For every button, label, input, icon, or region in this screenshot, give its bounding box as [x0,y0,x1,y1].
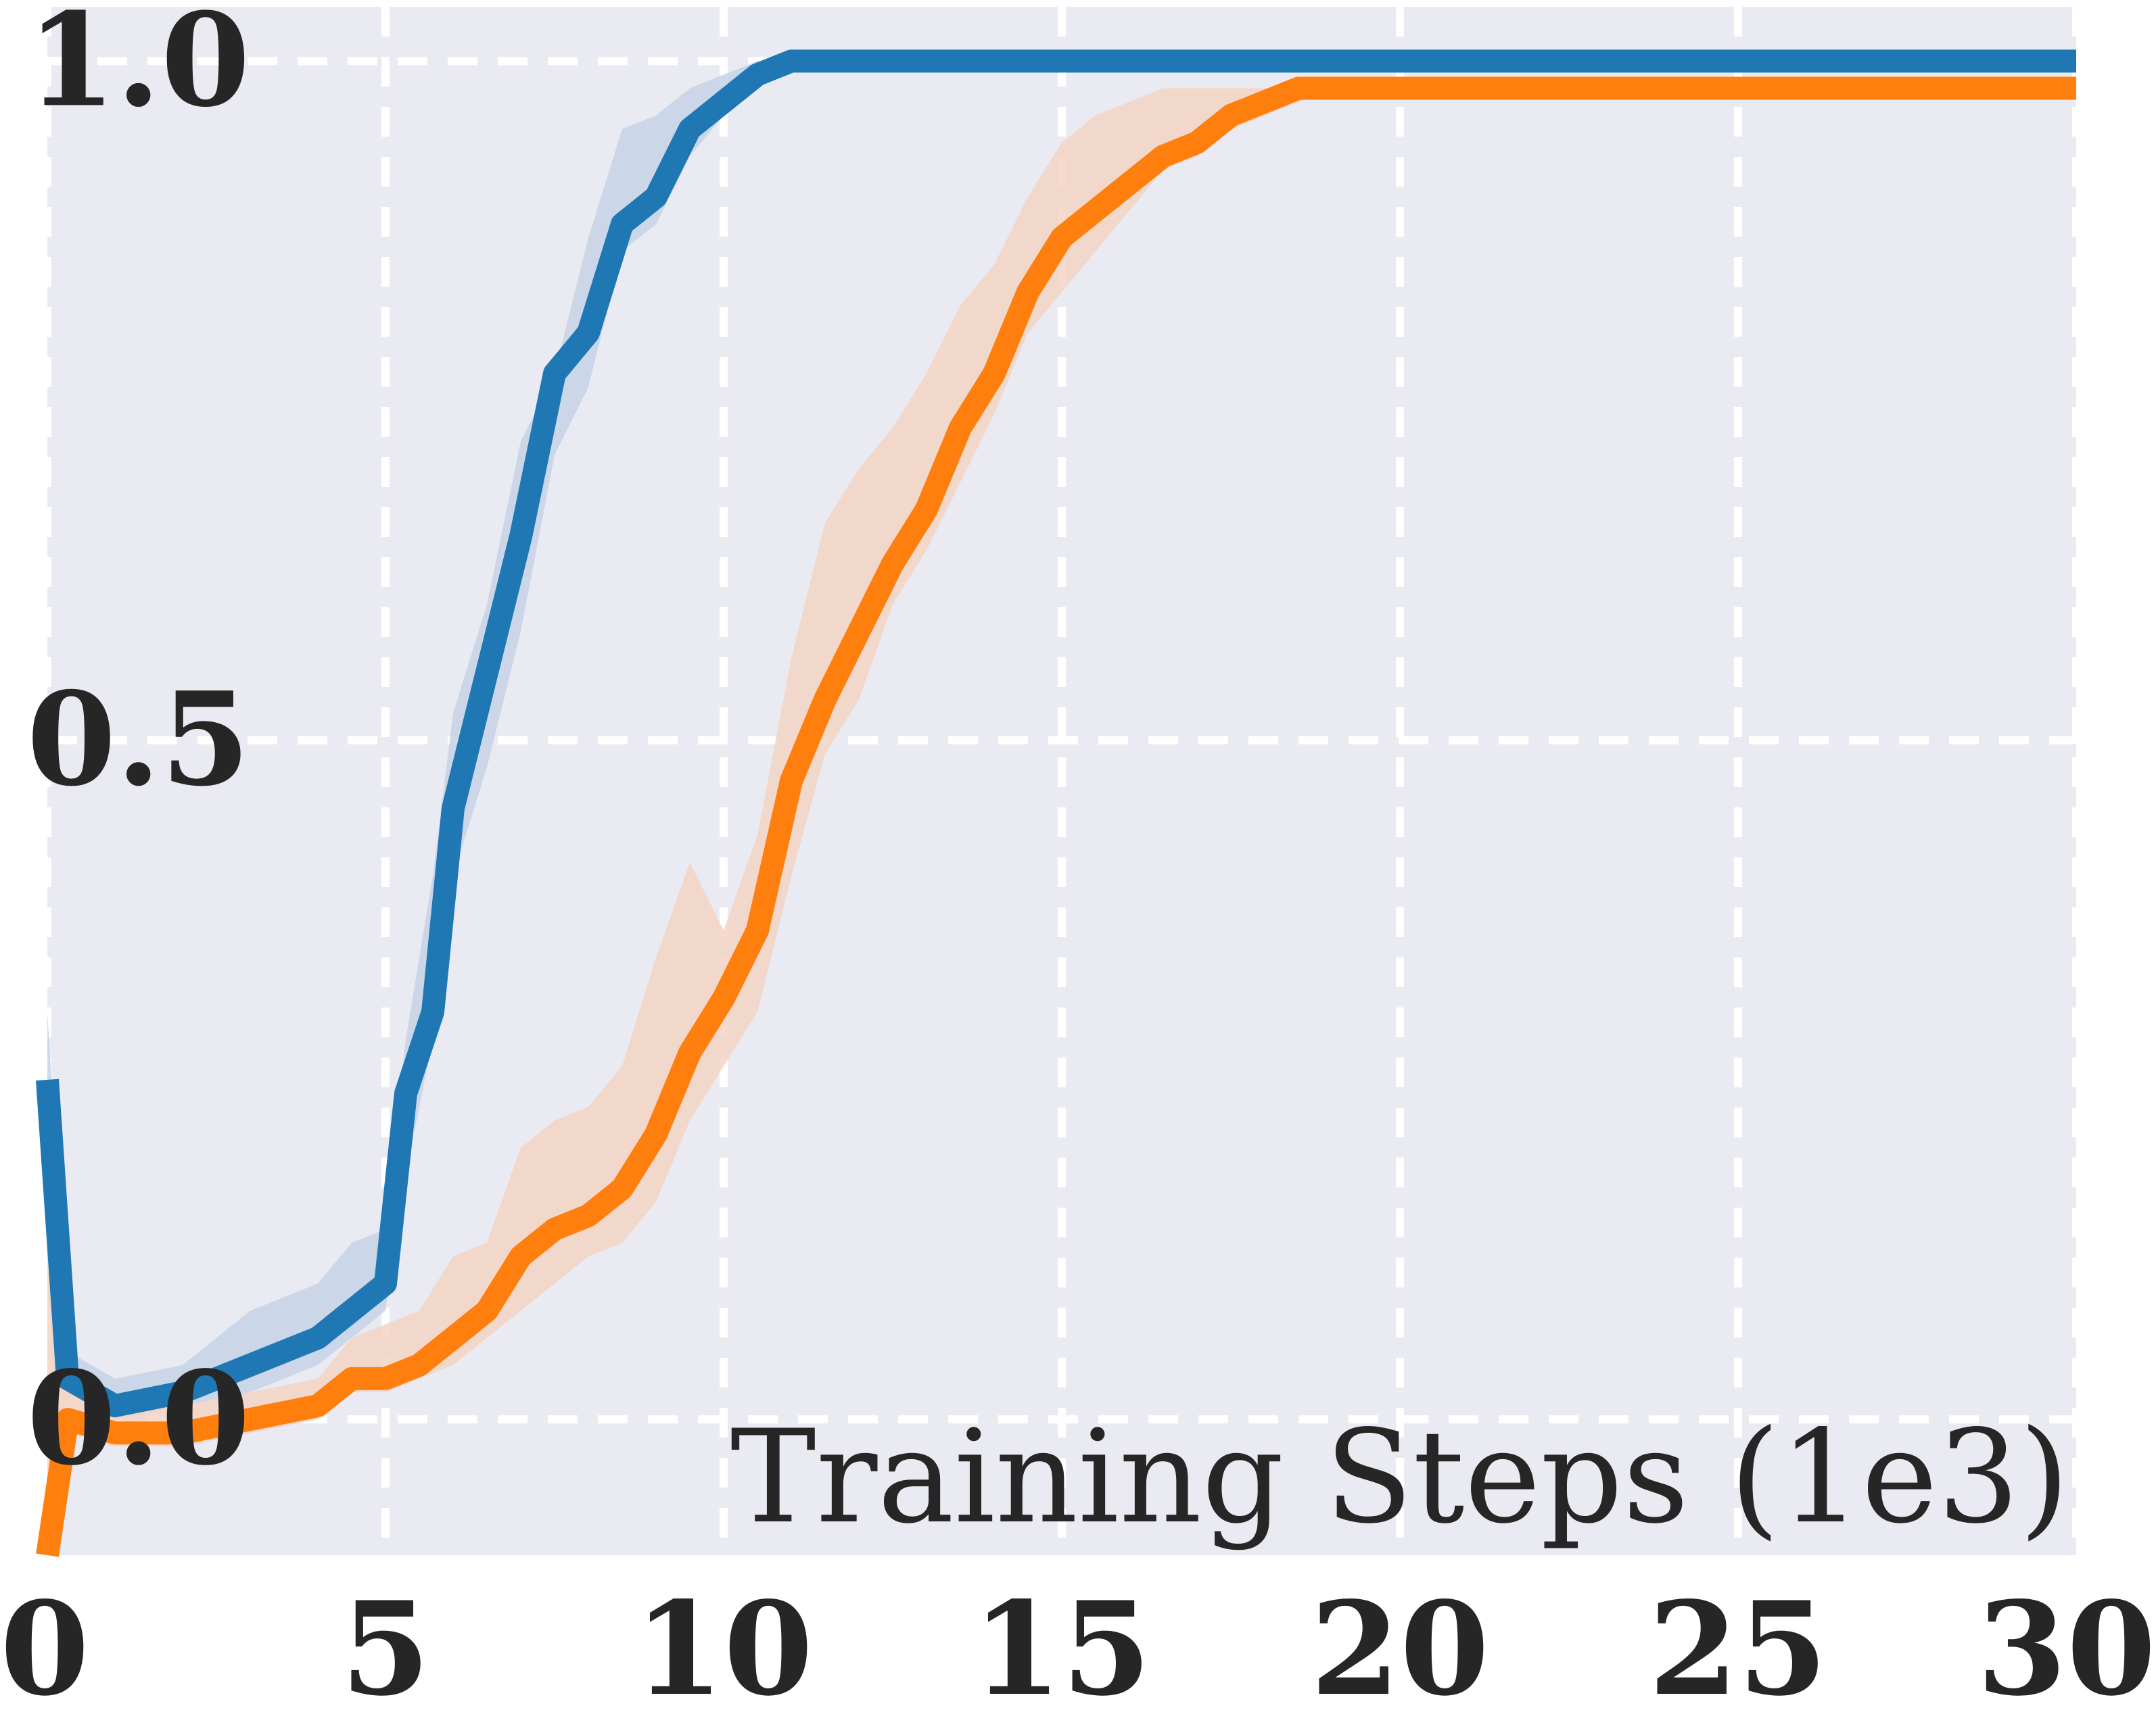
x-tick-label: 15 [972,1573,1151,1724]
x-tick-label: 20 [1311,1573,1489,1724]
x-tick-label: 5 [341,1573,430,1724]
y-tick-label: 0.0 [26,1343,250,1494]
x-tick-label: 25 [1649,1573,1827,1724]
x-tick-label: 10 [634,1573,813,1724]
series-0-line [36,49,2076,1417]
x-tick-label: 30 [1977,1573,2156,1724]
series-lines [36,49,2076,1557]
series-1-band [47,88,2076,1555]
series-1-line [36,76,2076,1557]
x-tick-label: 0 [0,1573,89,1724]
y-tick-label: 0.5 [26,664,250,815]
y-tick-label: 1.0 [26,0,250,135]
x-axis-label: Training Steps (1e3) [730,1402,2069,1552]
